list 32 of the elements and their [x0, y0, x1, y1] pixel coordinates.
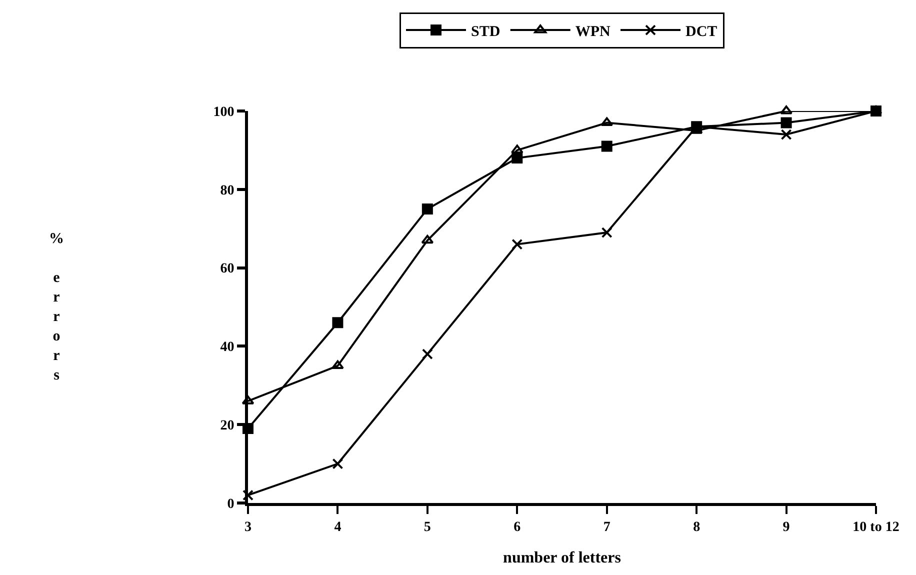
x-tick-label: 7: [603, 520, 610, 535]
point: [512, 238, 523, 250]
x-axis-title: number of letters: [503, 550, 621, 566]
legend-label: WPN: [575, 24, 611, 40]
y-tick-label: 100: [213, 104, 234, 120]
point: [601, 227, 612, 238]
legend-label: STD: [471, 24, 500, 40]
point: [780, 129, 792, 140]
point: [421, 234, 434, 244]
x-tick-label: 4: [334, 520, 342, 535]
x-tick-label: 5: [424, 520, 431, 535]
y-tick-label: 0: [227, 496, 234, 512]
x-tick-label: 8: [693, 520, 700, 535]
point: [780, 117, 792, 128]
x-tick-label: 3: [244, 520, 252, 535]
y-tick-label: 40: [220, 340, 234, 356]
text: % errors: [49, 231, 64, 384]
point: [422, 204, 433, 214]
point: [600, 117, 614, 126]
point: [332, 458, 344, 470]
point: [332, 317, 344, 328]
y-tick-label: 80: [220, 183, 234, 198]
y-tick-label: 20: [220, 418, 234, 434]
point: [601, 140, 612, 152]
y-tick-label: 60: [220, 262, 234, 277]
point: [780, 106, 792, 114]
legend-label: DCT: [686, 24, 718, 40]
x-tick-label: 10 to 12: [852, 520, 900, 535]
point: [332, 360, 344, 370]
point: [422, 348, 433, 360]
x-tick-label: 6: [514, 520, 521, 535]
x-tick-label: 9: [782, 520, 790, 535]
